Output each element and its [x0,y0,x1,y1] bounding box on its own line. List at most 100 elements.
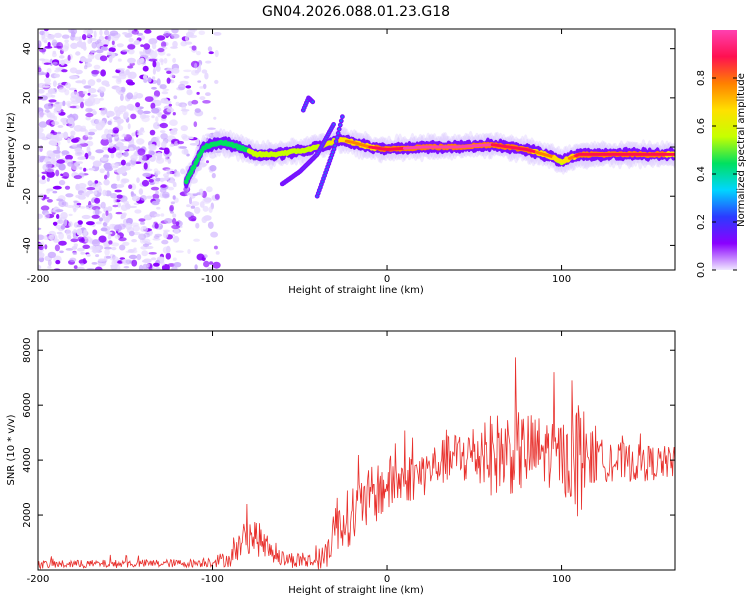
branch-core [339,123,342,127]
noise-speckle [63,131,69,139]
noise-speckle [163,57,168,64]
noise-speckle [155,65,161,72]
branch-core [319,186,322,189]
noise-speckle [115,109,121,118]
noise-speckle [56,42,64,50]
noise-speckle [160,213,165,217]
noise-speckle [128,37,134,43]
noise-speckle [114,234,121,239]
noise-speckle [38,88,45,94]
noise-speckle [138,218,146,222]
y-tick-label: 20 [22,91,33,104]
noise-speckle [171,33,180,39]
noise-speckle [60,225,66,230]
noise-speckle [136,58,142,66]
noise-speckle [152,238,161,241]
noise-speckle [80,101,84,109]
noise-speckle [47,88,56,94]
noise-speckle [104,248,110,256]
noise-speckle [145,195,154,199]
noise-speckle [52,61,58,65]
noise-speckle [188,136,194,140]
noise-speckle [107,146,117,154]
noise-speckle [177,140,185,145]
noise-speckle [151,76,156,80]
noise-speckle [65,193,74,198]
noise-speckle [214,79,219,84]
noise-speckle [172,235,180,243]
colorbar-label: Normalized spectral amplitude [736,73,747,227]
noise-speckle [123,266,130,269]
noise-speckle [113,129,119,134]
noise-speckle [146,263,150,268]
noise-speckle [193,121,198,128]
noise-speckle [95,49,104,54]
noise-speckle [82,244,90,249]
noise-speckle [100,69,106,77]
noise-speckle [79,206,86,209]
noise-speckle [144,29,152,34]
noise-speckle [83,236,91,239]
noise-speckle [169,119,178,126]
spectrogram-y-label: Frequency (Hz) [6,112,17,188]
noise-speckle [88,167,96,171]
snr-panel: -200 -100 0 100 2000 4000 6000 8000 Height of s… [6,330,676,596]
noise-speckle [116,184,125,188]
noise-speckle [133,40,140,45]
spectrogram-x-label: Height of straight line (km) [288,285,424,296]
noise-speckle [58,240,67,246]
noise-speckle [209,152,216,159]
noise-speckle [69,67,78,74]
noise-speckle [93,161,102,167]
noise-speckle [155,190,159,195]
noise-speckle [94,208,100,216]
noise-speckle [116,67,126,71]
noise-speckle [204,72,209,80]
noise-speckle [185,85,192,89]
noise-speckle [149,129,156,136]
noise-speckle [39,156,44,163]
noise-speckle [104,174,108,180]
noise-speckle [173,182,177,188]
noise-speckle [56,132,61,139]
noise-speckle [95,149,104,154]
x-tick-label: -200 [27,274,50,285]
noise-speckle [46,177,50,182]
noise-speckle [136,177,140,184]
noise-speckle [116,174,121,182]
noise-speckle [121,86,126,93]
noise-speckle [136,138,145,145]
noise-speckle [119,145,128,151]
noise-speckle [106,112,114,116]
y-tick-label: 4000 [22,447,33,472]
noise-speckle [94,197,101,204]
noise-speckle [184,211,192,218]
noise-speckle [130,222,140,227]
branch-core [327,162,330,165]
noise-speckle [169,130,178,136]
noise-speckle [179,146,187,149]
noise-speckle [101,80,110,86]
noise-speckle [70,42,78,50]
noise-speckle [214,50,219,58]
noise-speckle [191,99,199,105]
noise-speckle [160,97,169,104]
noise-speckle [98,235,107,243]
noise-speckle [106,133,113,140]
noise-speckle [67,117,75,125]
noise-speckle [141,179,150,187]
noise-speckle [45,167,55,173]
noise-speckle [141,250,148,257]
noise-speckle [48,99,57,103]
noise-speckle [38,132,46,139]
noise-speckle [196,253,205,261]
noise-speckle [85,191,90,198]
noise-speckle [172,213,177,218]
noise-speckle [155,177,161,182]
noise-speckle [167,158,172,164]
noise-speckle [122,133,126,137]
noise-speckle [130,113,137,120]
noise-speckle [43,82,52,86]
noise-speckle [175,171,180,177]
noise-speckle [200,190,204,197]
